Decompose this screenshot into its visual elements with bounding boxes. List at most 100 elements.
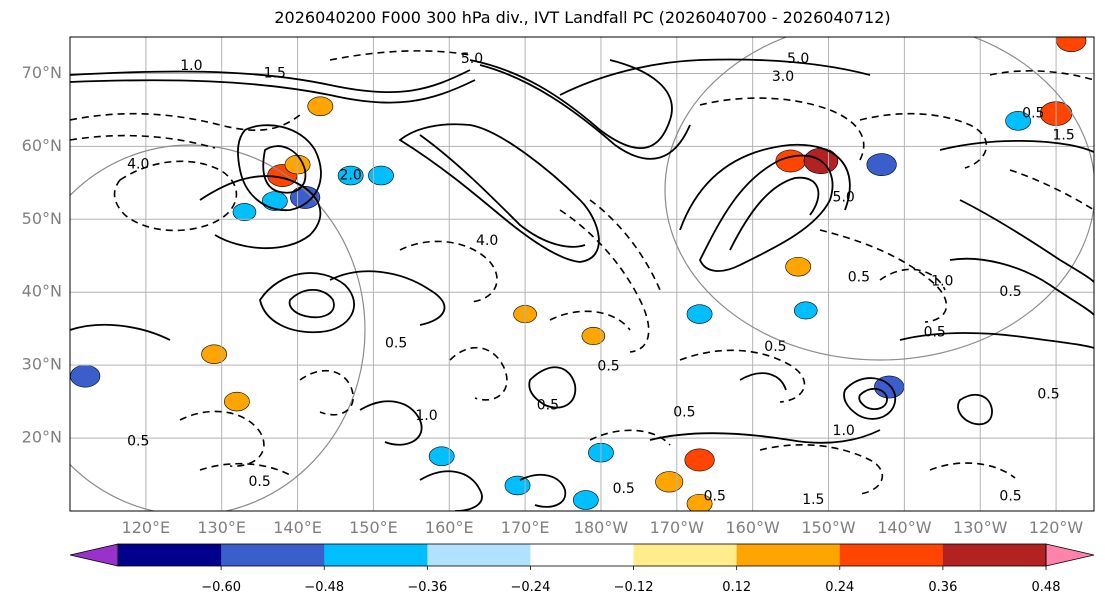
contour-dashed <box>759 444 884 495</box>
contour-solid <box>699 154 834 272</box>
contour-solid <box>519 473 567 508</box>
contour-dashed <box>679 349 806 403</box>
contour-solid <box>939 139 1094 153</box>
colorbar-bin <box>633 544 738 566</box>
colorbar-tick-label: −0.36 <box>407 580 447 595</box>
contour-label: 0.5 <box>537 397 559 413</box>
colorbar-tick-label: −0.12 <box>614 580 654 595</box>
divergence-patch <box>785 256 812 277</box>
divergence-patch <box>368 165 394 186</box>
contour-label: 0.5 <box>597 359 619 375</box>
contour-solid <box>70 79 476 104</box>
lon-tick-label: 130°W <box>953 518 1008 537</box>
lon-tick-label: 150°W <box>801 518 856 537</box>
contour-label: 4.0 <box>127 157 149 173</box>
divergence-patch <box>232 203 257 221</box>
lat-tick-label: 70°N <box>22 63 62 82</box>
contour-solid <box>649 429 881 444</box>
divergence-patch <box>1056 37 1087 53</box>
lat-tick-label: 40°N <box>22 282 62 301</box>
contour-label: 0.5 <box>1037 386 1059 402</box>
contour-dashed <box>859 112 988 169</box>
contour-label: 2.0 <box>340 168 362 184</box>
contour-solid <box>729 176 820 251</box>
divergence-patch <box>428 446 455 467</box>
graticule <box>70 37 1094 511</box>
contour-label: 5.0 <box>833 189 855 205</box>
contour-dashed <box>299 369 354 416</box>
contour-label: 1.0 <box>931 273 953 289</box>
contour-dashed <box>879 268 946 291</box>
contour-label: 3.0 <box>772 69 794 85</box>
chart-title: 2026040200 F000 300 hPa div., IVT Landfa… <box>274 8 891 27</box>
lon-tick-label: 170°W <box>650 518 705 537</box>
divergence-patch <box>261 191 288 211</box>
divergence-patch <box>655 471 684 493</box>
lon-tick-label: 170°E <box>501 518 550 537</box>
colorbar-frame <box>117 543 1047 567</box>
contour-solid <box>199 175 322 250</box>
contour-dashed <box>113 160 238 232</box>
colorbar-tick-label: 0.24 <box>825 580 854 595</box>
contour-label: 0.5 <box>848 270 870 286</box>
contour-label: 1.0 <box>415 408 437 424</box>
colorbar-tick-label: 0.36 <box>928 580 957 595</box>
contour-solid <box>949 257 1094 316</box>
divergence-patch <box>70 364 101 388</box>
contour-label: 0.5 <box>613 481 635 497</box>
contour-solid <box>262 145 307 194</box>
contour-solid <box>679 143 851 231</box>
contour-solid <box>359 400 423 446</box>
contour-solid <box>528 366 577 409</box>
contour-label: 0.5 <box>764 339 786 355</box>
contour-solid <box>419 134 586 248</box>
contour-label: 4.0 <box>476 233 498 249</box>
divergence-patch <box>307 96 334 117</box>
colorbar-tick-label: 0.12 <box>722 580 751 595</box>
contour-dashed <box>399 240 498 303</box>
colorbar-bin <box>942 544 1047 566</box>
lon-tick-label: 120°W <box>1029 518 1084 537</box>
divergence-shading <box>70 37 1087 511</box>
contour-solid <box>957 393 993 426</box>
contour-label: 0.5 <box>127 434 149 450</box>
colorbar-bin <box>736 544 841 566</box>
lon-tick-label: 160°E <box>425 518 474 537</box>
lon-tick-label: 140°E <box>273 518 322 537</box>
contour-solid <box>398 123 600 263</box>
contour-solid <box>559 58 871 96</box>
divergence-patch <box>1005 111 1032 131</box>
contour-solid <box>843 377 896 420</box>
reference-circle <box>70 144 366 511</box>
contour-label: 1.0 <box>833 423 855 439</box>
lat-tick-label: 50°N <box>22 209 62 228</box>
lat-tick-label: 20°N <box>22 428 62 447</box>
contour-solid <box>419 470 483 511</box>
divergence-patch <box>775 149 806 173</box>
contour-label: 0.5 <box>924 324 946 340</box>
divergence-patch <box>686 493 713 511</box>
contour-label: 0.5 <box>385 335 407 351</box>
contour-solid <box>288 288 335 319</box>
map-frame <box>69 36 1095 512</box>
colorbar-tick-label: −0.48 <box>304 580 344 595</box>
contour-label: 1.5 <box>1053 127 1075 143</box>
divergence-patch <box>686 304 713 324</box>
contour-solid <box>858 388 888 411</box>
colorbar-tick-labels: −0.60 −0.48 −0.36 −0.24 −0.12 0.12 0.24 0.36 0.4… <box>201 566 1060 595</box>
latitude-labels: 20°N 30°N 40°N 50°N 60°N 70°N <box>22 63 62 447</box>
divergence-patch <box>866 153 897 177</box>
reference-circle <box>664 37 1094 361</box>
contour-dashed <box>1009 169 1094 211</box>
contour-solid <box>237 124 322 211</box>
contour-dashed <box>70 112 301 131</box>
contour-dashed <box>589 429 671 446</box>
lat-tick-label: 60°N <box>22 136 62 155</box>
divergence-patch <box>223 391 250 412</box>
contour-dashed <box>329 50 471 61</box>
divergence-patch <box>684 448 715 472</box>
contour-dashed <box>70 134 216 149</box>
contour-label: 0.5 <box>999 284 1021 300</box>
longitude-labels: 120°E 130°E 140°E 150°E 160°E 170°E 180°W 170°W… <box>122 518 1084 537</box>
lon-tick-label: 180°W <box>574 518 629 537</box>
